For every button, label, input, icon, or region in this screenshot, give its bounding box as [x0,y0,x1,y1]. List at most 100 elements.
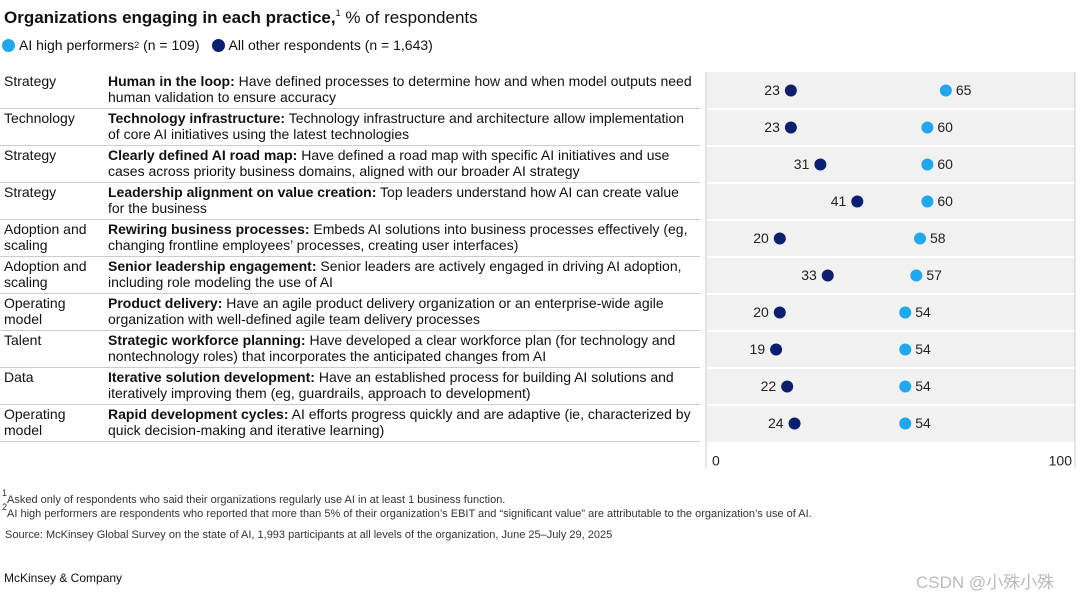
x-tick-label: 0 [712,453,720,469]
dot [921,195,934,208]
group-label: Talent [4,332,42,348]
practice: Technology infrastructure: Technology in… [108,110,694,142]
practice-description: Have defined a road map with specific AI… [108,147,670,179]
table-row: Adoption and scaling Senior leadership en… [0,257,700,294]
group-label: Operating model [4,406,66,438]
dot [773,306,786,319]
practice-name: Rapid development cycles: [108,406,289,422]
watermark: CSDN @小殊小殊 [916,573,1055,592]
legend-swatch [2,38,15,52]
group-label: Operating model [4,295,66,327]
group-label: Adoption and scaling [4,221,87,253]
dot [781,380,794,393]
table-row: Data Iterative solution development: Have… [0,368,700,405]
practice: Rewiring business processes: Embeds AI s… [108,221,694,253]
title-block: Organizations engaging in each practice,… [4,8,478,28]
value-label: 54 [915,378,931,394]
group-label: Strategy [4,184,57,200]
footnote: 2AI high performers are respondents who … [2,502,812,520]
brand: McKinsey & Company [4,571,123,585]
value-label: 54 [915,304,931,320]
value-label: 22 [761,378,777,394]
legend-note: 2 [134,40,140,50]
dot [788,417,801,430]
practice: Strategic workforce planning: Have devel… [108,332,694,364]
practice-description: Have defined processes to determine how … [108,73,692,105]
practice-name: Strategic workforce planning: [108,332,306,348]
x-tick-label: 100 [1049,453,1073,469]
footnote-mark: 1 [2,488,8,498]
practice-description: Top leaders understand how AI can create… [108,184,679,216]
footnote-text: Asked only of respondents who said their… [7,494,506,506]
practice-name: Human in the loop: [108,73,235,89]
dot [784,84,797,97]
value-label: 31 [794,156,810,172]
practice-name: Technology infrastructure: [108,110,286,126]
footnote-mark: 2 [2,502,8,512]
value-label: 60 [937,119,953,135]
title-note: 1 [335,8,341,18]
legend-n: (n = 109) [143,37,200,53]
dot [770,343,783,356]
group-label: Data [4,369,34,385]
practice: Clearly defined AI road map: Have define… [108,147,694,179]
dot [784,121,797,134]
dot [851,195,864,208]
practice-description: Have an agile product delivery organizat… [108,295,664,327]
dot [921,121,934,134]
footnote-text: AI high performers are respondents who r… [7,508,812,520]
subtitle: % of respondents [345,8,478,27]
table-row: Strategy Human in the loop: Have defined … [0,72,700,109]
table-row: Strategy Leadership alignment on value cr… [0,183,700,220]
value-label: 60 [937,193,953,209]
legend-label: AI high performers [19,37,135,53]
practice-name: Rewiring business processes: [108,221,310,237]
source: Source: McKinsey Global Survey on the st… [5,529,613,541]
dot [821,269,834,282]
legend-swatch [211,38,225,52]
value-label: 65 [956,82,972,98]
dot [899,343,912,356]
dot [939,84,952,97]
chart-title: Organizations engaging in each practice, [4,8,336,27]
dot [910,269,923,282]
group-label: Technology [4,110,75,126]
practice-description: Have developed a clear workforce plan (f… [108,332,676,364]
group-label: Strategy [4,147,57,163]
practice-description: Technology infrastructure and architectu… [108,110,685,142]
value-label: 60 [937,156,953,172]
legend: AI high performers 2 (n = 109) All other … [2,37,433,53]
dot [899,380,912,393]
practice: Rapid development cycles: AI efforts pro… [108,406,694,438]
table-row: Adoption and scaling Rewiring business pr… [0,220,700,257]
practice-description: AI efforts progress quickly and are adap… [108,406,691,438]
table-row: Talent Strategic workforce planning: Have… [0,331,700,368]
table-row: Operating model Rapid development cycles:… [0,405,700,442]
practice-name: Iterative solution development: [108,369,315,385]
value-label: 20 [753,230,769,246]
legend-label: All other respondents (n = 1,643) [228,37,433,53]
practice: Senior leadership engagement: Senior lea… [108,258,694,290]
value-label: 20 [753,304,769,320]
dot [899,306,912,319]
table-row: Technology Technology infrastructure: Tec… [0,109,700,146]
practice: Leadership alignment on value creation: … [108,184,694,216]
dot [914,232,927,245]
practice: Human in the loop: Have defined processe… [108,73,694,105]
practice-name: Clearly defined AI road map: [108,147,298,163]
practice: Iterative solution development: Have an … [108,369,694,401]
value-label: 23 [764,82,780,98]
dot [921,158,934,171]
value-label: 24 [768,415,784,431]
value-label: 57 [926,267,942,283]
value-label: 54 [915,415,931,431]
group-label: Strategy [4,73,57,89]
practice-description: Have an established process for building… [108,369,674,401]
dot [773,232,786,245]
dot [814,158,827,171]
value-label: 23 [764,119,780,135]
practice-description: Embeds AI solutions into business proces… [108,221,688,253]
practice-description: Senior leaders are actively engaged in d… [108,258,682,290]
